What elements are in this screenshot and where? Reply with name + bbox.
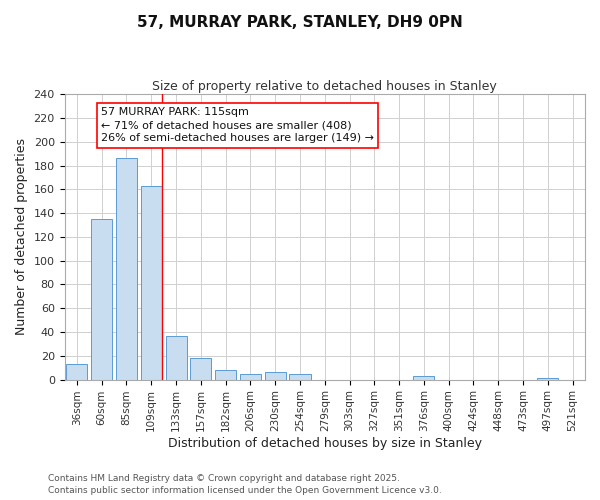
Bar <box>265 372 286 380</box>
Title: Size of property relative to detached houses in Stanley: Size of property relative to detached ho… <box>152 80 497 93</box>
Bar <box>240 374 261 380</box>
Bar <box>215 370 236 380</box>
Bar <box>67 364 88 380</box>
Bar <box>141 186 162 380</box>
Y-axis label: Number of detached properties: Number of detached properties <box>15 138 28 336</box>
Bar <box>116 158 137 380</box>
Bar <box>413 376 434 380</box>
Bar <box>190 358 211 380</box>
Text: 57, MURRAY PARK, STANLEY, DH9 0PN: 57, MURRAY PARK, STANLEY, DH9 0PN <box>137 15 463 30</box>
Text: Contains HM Land Registry data © Crown copyright and database right 2025.
Contai: Contains HM Land Registry data © Crown c… <box>48 474 442 495</box>
Bar <box>537 378 559 380</box>
Text: 57 MURRAY PARK: 115sqm
← 71% of detached houses are smaller (408)
26% of semi-de: 57 MURRAY PARK: 115sqm ← 71% of detached… <box>101 107 374 144</box>
Bar <box>91 219 112 380</box>
Bar <box>289 374 311 380</box>
X-axis label: Distribution of detached houses by size in Stanley: Distribution of detached houses by size … <box>168 437 482 450</box>
Bar <box>166 336 187 380</box>
